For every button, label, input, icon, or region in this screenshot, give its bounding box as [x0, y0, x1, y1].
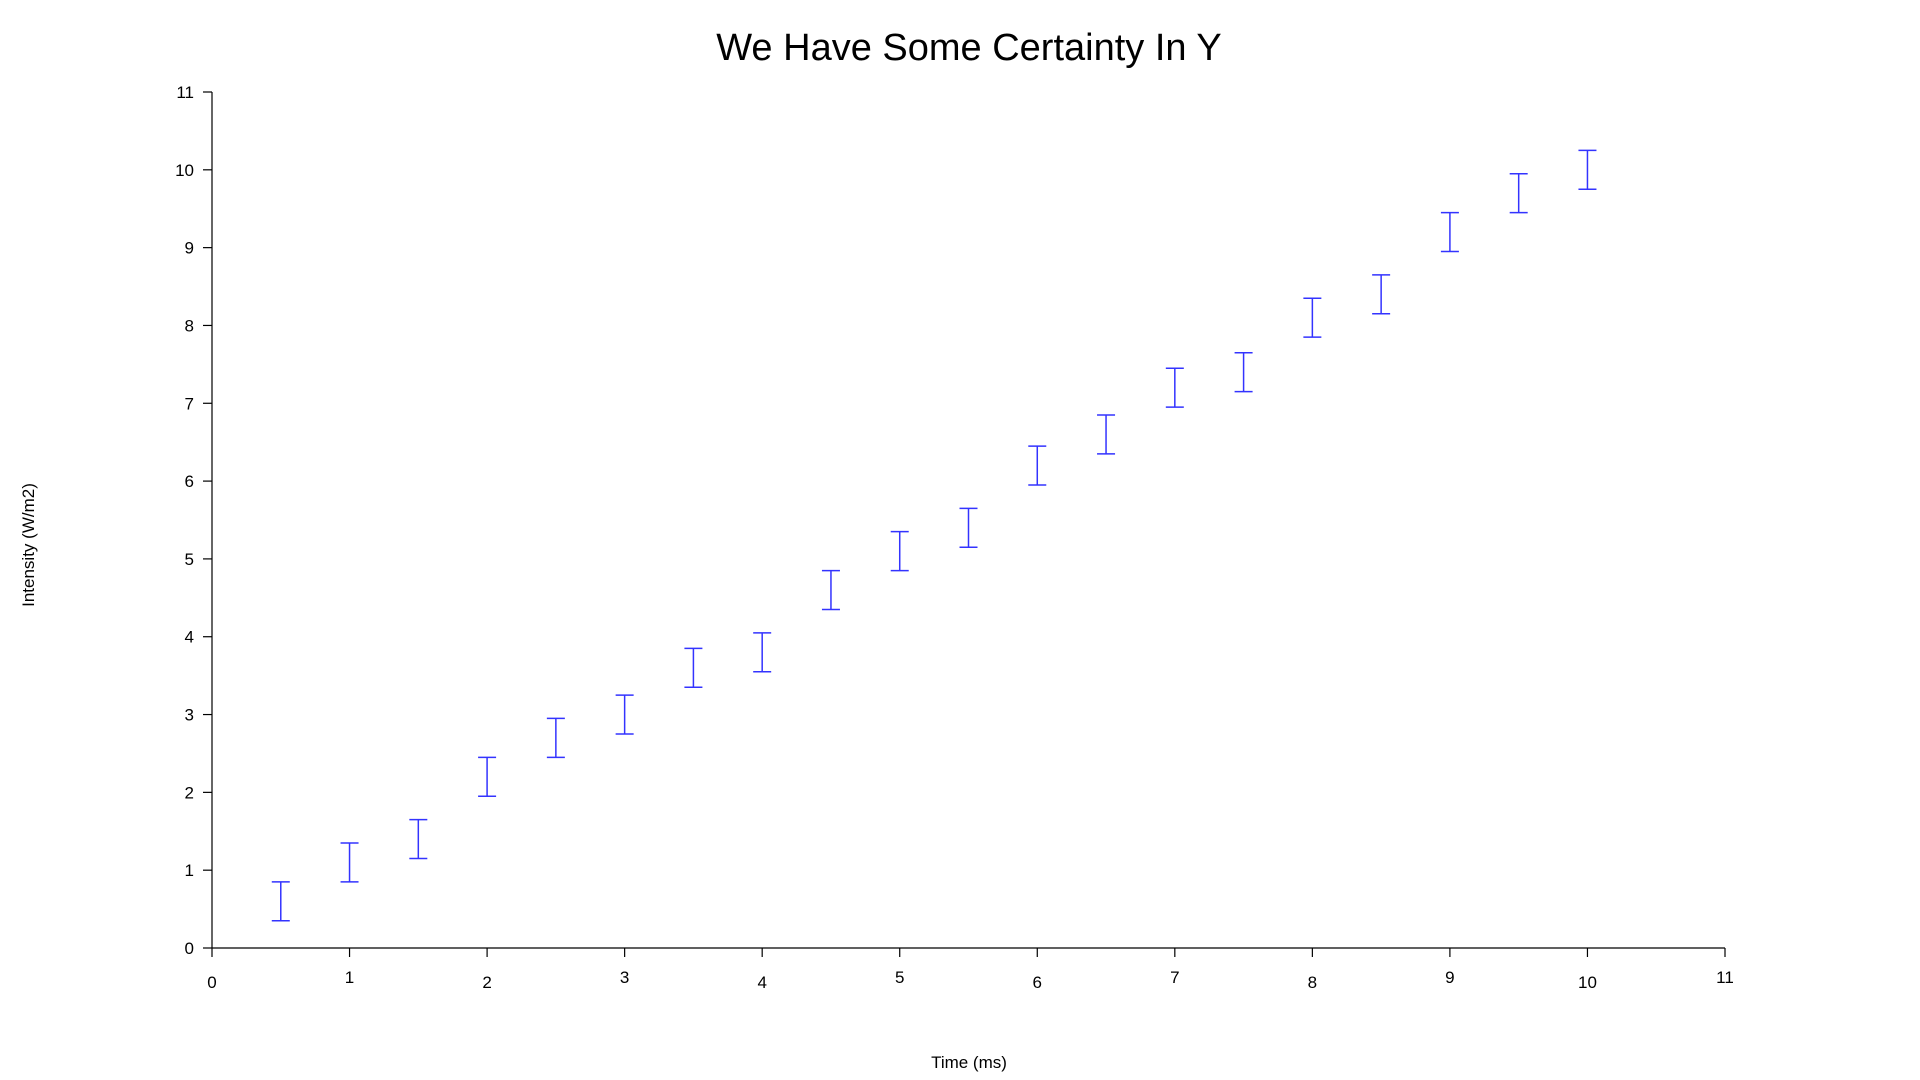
x-tick-label: 8	[1308, 973, 1317, 992]
error-bar	[1234, 351, 1253, 393]
axes	[211, 92, 1725, 949]
error-bar	[1165, 367, 1184, 408]
error-bar	[478, 756, 497, 798]
y-tick-label: 1	[185, 861, 194, 880]
x-tick-label: 1	[345, 968, 354, 987]
y-tick-label: 0	[185, 939, 194, 958]
error-bars	[271, 149, 1597, 922]
y-tick-label: 6	[185, 472, 194, 491]
x-tick-label: 4	[757, 973, 766, 992]
error-bar	[1372, 274, 1391, 315]
error-bar	[959, 507, 978, 548]
y-tick-label: 8	[185, 316, 194, 335]
y-tick-label: 11	[176, 83, 194, 102]
y-tick-label: 3	[185, 706, 194, 725]
y-tick-label: 5	[185, 550, 194, 569]
chart-title: We Have Some Certainty In Y	[716, 27, 1222, 69]
error-bar	[821, 569, 840, 611]
x-tick-label: 10	[1578, 973, 1597, 992]
x-tick-label: 5	[895, 968, 904, 987]
y-tick-label: 4	[185, 628, 194, 647]
error-bar	[546, 717, 565, 759]
error-bar	[753, 632, 772, 673]
x-tick-label: 11	[1716, 968, 1734, 987]
error-bar	[1509, 172, 1528, 214]
error-bar	[615, 694, 634, 735]
x-axis-label: Time (ms)	[931, 1053, 1007, 1072]
error-bar	[409, 818, 428, 860]
error-bar	[340, 842, 359, 883]
error-bar	[1097, 414, 1116, 455]
error-bar	[890, 530, 909, 572]
x-tick-label: 6	[1033, 973, 1042, 992]
y-tick-label: 10	[175, 161, 194, 180]
x-tick-label: 9	[1445, 968, 1454, 987]
x-tick-label: 3	[620, 968, 629, 987]
error-bar	[1303, 297, 1322, 338]
y-tick-label: 2	[185, 783, 194, 802]
axis-ticks: 0 1 2 3 4 5 6 7 8 9 10 11 0 1 2 3 4 5 6 7 8 9 10 11	[175, 83, 1734, 992]
error-bar	[1440, 211, 1459, 253]
error-bar	[684, 647, 703, 689]
y-tick-label: 9	[185, 239, 194, 258]
x-tick-label: 7	[1170, 968, 1179, 987]
error-bar	[271, 881, 290, 922]
error-bar	[1028, 445, 1047, 486]
error-bar	[1578, 149, 1597, 191]
x-tick-label: 2	[482, 973, 491, 992]
y-axis-label: Intensity (W/m2)	[19, 483, 38, 607]
y-tick-label: 7	[185, 394, 194, 413]
x-tick-label: 0	[207, 973, 216, 992]
